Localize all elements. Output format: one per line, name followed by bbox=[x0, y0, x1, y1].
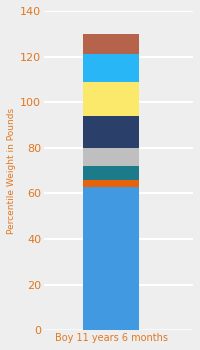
Bar bbox=[83, 116, 139, 148]
Y-axis label: Percentile Weight in Pounds: Percentile Weight in Pounds bbox=[7, 107, 16, 234]
Bar bbox=[83, 82, 139, 116]
Bar bbox=[83, 187, 139, 330]
Bar bbox=[83, 180, 139, 187]
Bar bbox=[83, 148, 139, 166]
Bar bbox=[83, 34, 139, 54]
Bar bbox=[83, 54, 139, 82]
Bar bbox=[83, 166, 139, 180]
